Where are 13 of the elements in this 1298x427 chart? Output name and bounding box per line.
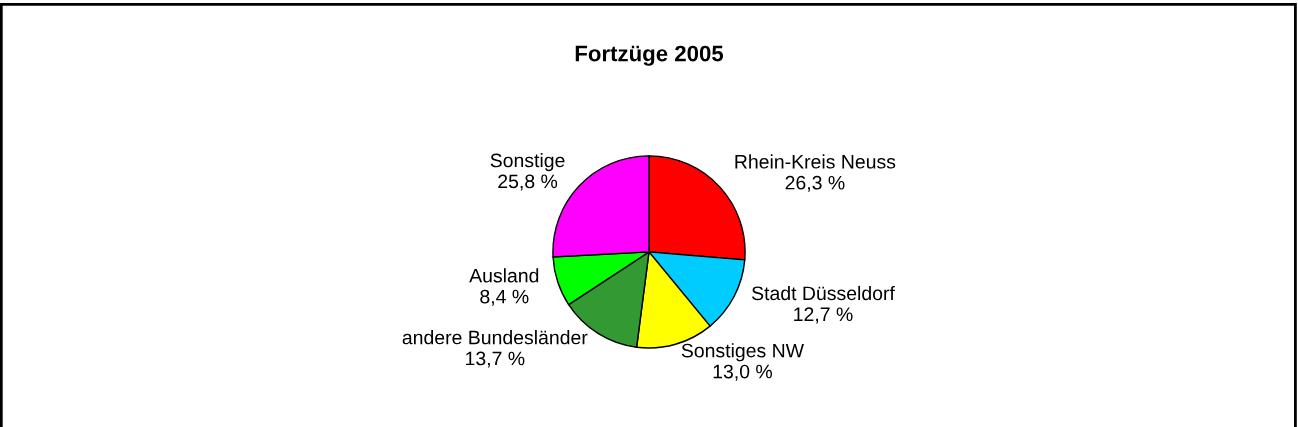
slice-label: Stadt Düsseldorf — [752, 285, 895, 301]
slice-label: Sonstige — [490, 153, 565, 172]
slice-label: Sonstiges NW — [681, 343, 804, 362]
data-label: 13,0 % — [713, 364, 773, 381]
chart-title: Fortzüge 2005 — [575, 45, 724, 66]
slice-label: Rhein-Kreis Neuss — [735, 154, 896, 169]
data-label: 8,4 % — [480, 289, 529, 306]
data-label: 13,7 % — [466, 351, 525, 368]
slice-label: andere Bundesländer — [402, 330, 588, 345]
data-label: 26,3 % — [785, 175, 845, 192]
data-label: 25,8 % — [498, 174, 558, 191]
slice-label: Ausland — [469, 268, 539, 283]
data-label: 12,7 % — [794, 307, 853, 324]
